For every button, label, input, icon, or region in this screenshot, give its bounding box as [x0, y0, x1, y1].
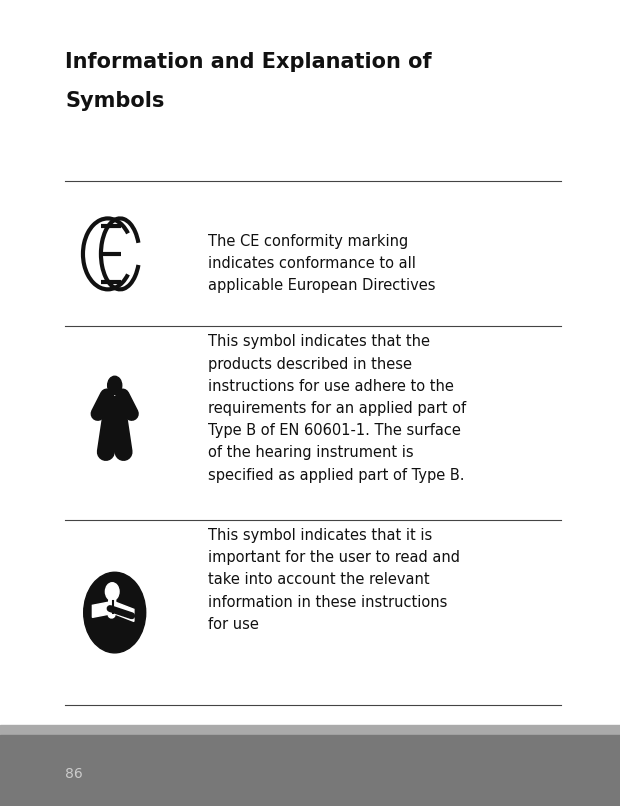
Text: 86: 86: [65, 767, 83, 781]
Text: This symbol indicates that it is
important for the user to read and
take into ac: This symbol indicates that it is importa…: [208, 528, 459, 632]
Polygon shape: [102, 397, 128, 417]
Circle shape: [108, 376, 122, 395]
Bar: [0, 725, 620, 735]
Text: Symbols: Symbols: [65, 91, 164, 111]
Polygon shape: [113, 601, 134, 621]
Text: Information and Explanation of: Information and Explanation of: [65, 52, 432, 73]
Circle shape: [105, 583, 119, 600]
Text: This symbol indicates that the
products described in these
instructions for use : This symbol indicates that the products …: [208, 334, 466, 483]
Polygon shape: [92, 601, 113, 617]
Circle shape: [84, 572, 146, 653]
Text: The CE conformity marking
indicates conformance to all
applicable European Direc: The CE conformity marking indicates conf…: [208, 234, 435, 293]
Bar: [0, 735, 620, 806]
